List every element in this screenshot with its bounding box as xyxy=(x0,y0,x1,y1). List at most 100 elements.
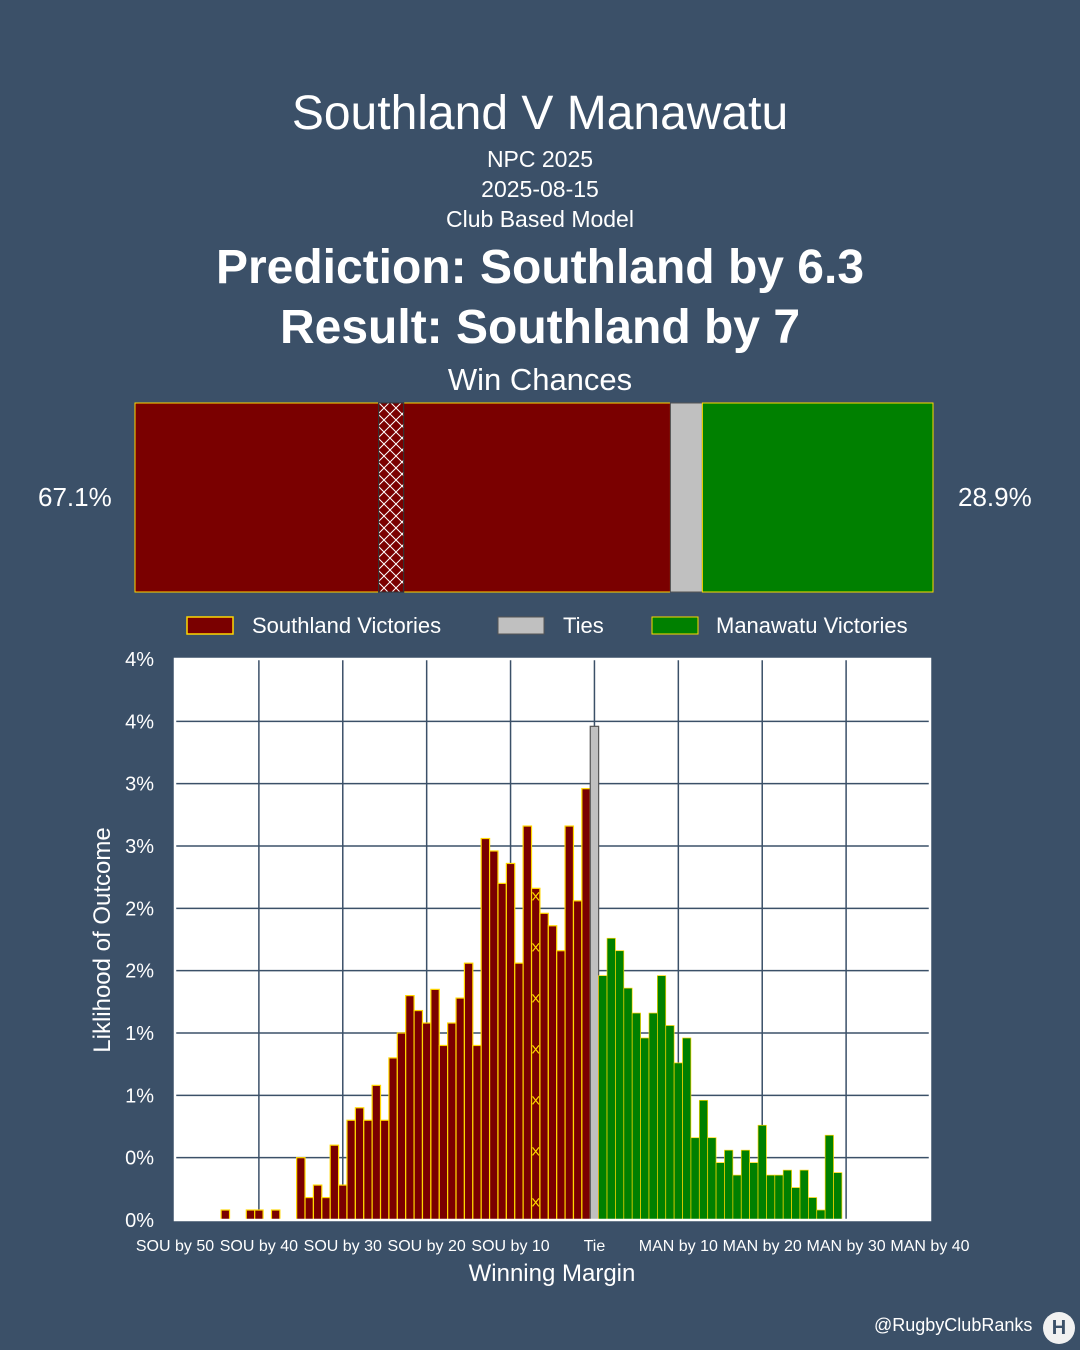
y-tick-label: 4% xyxy=(125,649,154,671)
match-date: 2025-08-15 xyxy=(481,176,599,202)
chart-title: Southland V Manawatu xyxy=(291,87,789,140)
bar-home xyxy=(245,1209,256,1221)
bar-home xyxy=(304,1196,315,1221)
bar-away xyxy=(657,975,667,1221)
bar-away xyxy=(707,1137,717,1221)
bar-away xyxy=(799,1169,809,1221)
x-tick-label: SOU by 40 xyxy=(220,1238,298,1255)
bar-away xyxy=(598,975,608,1221)
bar-home xyxy=(514,962,524,1221)
bar-away xyxy=(833,1172,843,1221)
bar-away xyxy=(724,1149,734,1221)
y-tick-label: 2% xyxy=(125,898,154,920)
bar-away xyxy=(740,1149,750,1221)
bar-home xyxy=(455,997,466,1221)
bar-away xyxy=(648,1012,658,1221)
y-tick-label: 3% xyxy=(125,836,154,858)
bar-away xyxy=(757,1124,767,1221)
bar-home xyxy=(379,1119,390,1221)
bar-away xyxy=(749,1162,759,1221)
bar-away xyxy=(640,1037,650,1221)
bar-home xyxy=(572,900,583,1221)
bar-away xyxy=(690,1137,700,1221)
twitter-handle: @RugbyClubRanks xyxy=(874,1315,1033,1335)
bar-away xyxy=(698,1099,709,1221)
result-hatch-mark xyxy=(532,1198,540,1207)
result-hatch-mark xyxy=(532,892,540,901)
bar-away xyxy=(816,1209,826,1221)
x-tick-label: SOU by 30 xyxy=(304,1238,382,1255)
y-tick-label: 3% xyxy=(125,774,154,796)
legend-label-tie: Ties xyxy=(563,613,604,638)
bar-home xyxy=(505,862,516,1221)
bar-home xyxy=(438,1044,449,1221)
result-hatch-mark xyxy=(532,1045,540,1054)
result-hatch-mark xyxy=(532,994,540,1003)
bar-home xyxy=(254,1209,264,1221)
bar-home xyxy=(447,1022,457,1221)
away-win-percent: 28.9% xyxy=(958,482,1032,512)
x-tick-label: MAN by 40 xyxy=(890,1238,969,1255)
competition-label: NPC 2025 xyxy=(486,146,594,172)
bar-away xyxy=(791,1187,801,1221)
result-hatch-mark xyxy=(532,943,540,952)
y-tick-label: 1% xyxy=(125,1085,154,1107)
result-hatch-mark xyxy=(532,1147,540,1156)
y-axis-label: Liklihood of Outcome xyxy=(89,827,116,1052)
win-bar-tie xyxy=(669,402,703,593)
win-chances-bar: Southland Victories Ties Manawatu Victor… xyxy=(134,402,934,638)
legend-swatch-tie xyxy=(497,616,545,635)
bar-home xyxy=(581,788,591,1221)
bar-home xyxy=(539,912,549,1221)
bar-home xyxy=(463,962,474,1221)
bar-home xyxy=(472,1044,482,1221)
x-tick-label: SOU by 20 xyxy=(388,1238,466,1255)
home-win-percent: 67.1% xyxy=(38,482,112,512)
bar-home xyxy=(530,887,541,1221)
bar-away xyxy=(766,1174,776,1221)
legend-swatch-away xyxy=(651,616,699,635)
bar-home xyxy=(430,988,440,1221)
x-axis-label: Winning Margin xyxy=(469,1260,636,1287)
bar-away xyxy=(732,1174,742,1221)
bar-home xyxy=(371,1084,382,1221)
win-chances-label: Win Chances xyxy=(447,362,633,397)
bar-away xyxy=(623,987,633,1221)
bar-home xyxy=(556,950,566,1221)
bar-home xyxy=(363,1119,373,1221)
bar-home xyxy=(405,994,415,1221)
x-tick-labels: SOU by 50 SOU by 40 SOU by 30 SOU by 20 SOU … xyxy=(136,1238,970,1255)
bar-home xyxy=(480,837,491,1221)
bar-home xyxy=(220,1209,231,1221)
legend-label-away: Manawatu Victories xyxy=(716,613,908,638)
bar-home xyxy=(497,882,507,1221)
bar-away xyxy=(782,1169,792,1221)
bar-away xyxy=(606,937,616,1221)
result-text: Result: Southland by 7 xyxy=(279,301,801,354)
bar-home xyxy=(413,1009,424,1221)
margin-histogram: 0%0%1%1%2%2%3%3%4%4% SOU by 50 SOU by 40 S… xyxy=(89,649,970,1287)
bar-home xyxy=(522,825,533,1221)
rugby-club-ranks-logo: H xyxy=(1043,1312,1075,1344)
y-tick-label: 1% xyxy=(125,1023,154,1045)
bar-home xyxy=(488,850,499,1221)
x-tick-label: SOU by 50 xyxy=(136,1238,214,1255)
bar-away xyxy=(615,950,625,1221)
bar-tie xyxy=(589,725,600,1221)
y-tick-labels: 0% 0% 1% 1% 2% 2% 3% 3% 4% 4% xyxy=(125,649,154,1232)
bar-home xyxy=(346,1119,356,1221)
bar-home xyxy=(354,1107,365,1221)
model-label: Club Based Model xyxy=(446,206,634,232)
bar-away xyxy=(631,1012,641,1221)
win-bar-result-hatch xyxy=(378,402,405,593)
legend: Southland Victories Ties Manawatu Victor… xyxy=(186,613,908,638)
x-tick-label: MAN by 20 xyxy=(723,1238,802,1255)
bar-away xyxy=(673,1062,683,1221)
x-tick-label: MAN by 10 xyxy=(639,1238,718,1255)
bar-home xyxy=(388,1057,398,1221)
y-tick-label: 2% xyxy=(125,961,154,983)
bar-home xyxy=(296,1157,306,1221)
x-tick-label: Tie xyxy=(584,1238,606,1255)
bar-home xyxy=(321,1196,331,1221)
bar-home xyxy=(337,1184,348,1221)
